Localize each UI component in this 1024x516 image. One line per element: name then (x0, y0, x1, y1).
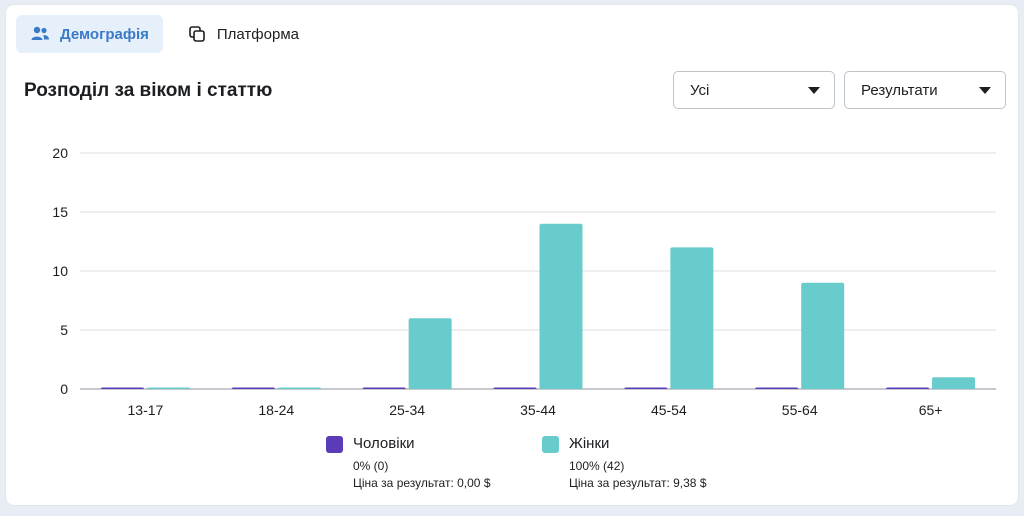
y-tick-label: 5 (60, 322, 68, 338)
bar-women-45-54 (670, 247, 714, 389)
bar-women-13-17 (146, 387, 190, 389)
bar-women-25-34 (408, 318, 452, 389)
tab-platform-label: Платформа (216, 25, 299, 43)
bar-women-18-24 (277, 387, 321, 389)
x-tick-label: 13-17 (128, 402, 164, 418)
legend-swatch-men (326, 436, 343, 453)
legend-men-share: 0% (0) (353, 459, 389, 473)
metric-dropdown[interactable]: Результати (844, 71, 1006, 109)
legend-women-cost: Ціна за результат: 9,38 $ (569, 476, 707, 490)
caret-down-icon (808, 86, 820, 94)
tab-bar: Демографія Платформа (16, 15, 313, 53)
y-tick-label: 15 (52, 204, 68, 220)
metric-dropdown-value: Результати (861, 81, 938, 99)
overlap-squares-icon (189, 26, 205, 42)
audience-dropdown[interactable]: Усі (673, 71, 835, 109)
y-tick-label: 0 (60, 381, 68, 397)
bar-women-35-44 (539, 223, 583, 389)
legend-women-share: 100% (42) (569, 459, 625, 473)
legend-swatch-women (542, 436, 559, 453)
section-title: Розподіл за віком і статтю (24, 80, 273, 101)
tab-demographics[interactable]: Демографія (16, 15, 163, 53)
caret-down-icon (979, 86, 991, 94)
bar-men-65+ (886, 387, 930, 389)
people-icon (31, 26, 49, 40)
bar-men-13-17 (100, 387, 144, 389)
legend-item-women: Жінки 100% (42) Ціна за результат: 9,38 … (542, 435, 707, 492)
legend-men-name: Чоловіки (353, 435, 415, 452)
bar-women-65+ (932, 377, 976, 389)
bar-men-45-54 (624, 387, 668, 389)
x-tick-label: 35-44 (520, 402, 556, 418)
legend-men-cost: Ціна за результат: 0,00 $ (353, 476, 491, 490)
tab-platform[interactable]: Платформа (173, 15, 313, 53)
bar-men-18-24 (231, 387, 275, 389)
demographics-card: Демографія Платформа Розподіл за віком і… (6, 5, 1018, 505)
y-tick-label: 10 (52, 263, 68, 279)
x-tick-label: 55-64 (782, 402, 818, 418)
bar-women-55-64 (801, 282, 845, 389)
legend-item-men: Чоловіки 0% (0) Ціна за результат: 0,00 … (326, 435, 491, 492)
age-gender-bar-chart: 0 5 10 15 20 13-17 18-24 25-34 35-44 45-54 55-64 65… (52, 145, 996, 418)
legend-women-name: Жінки (569, 435, 610, 452)
bar-men-25-34 (362, 387, 406, 389)
bar-men-55-64 (755, 387, 799, 389)
y-tick-label: 20 (52, 145, 68, 161)
x-tick-label: 45-54 (651, 402, 687, 418)
x-tick-label: 65+ (919, 402, 943, 418)
bar-men-35-44 (493, 387, 537, 389)
audience-dropdown-value: Усі (690, 81, 710, 99)
x-tick-label: 18-24 (258, 402, 294, 418)
tab-demographics-label: Демографія (60, 25, 149, 43)
x-tick-label: 25-34 (389, 402, 425, 418)
